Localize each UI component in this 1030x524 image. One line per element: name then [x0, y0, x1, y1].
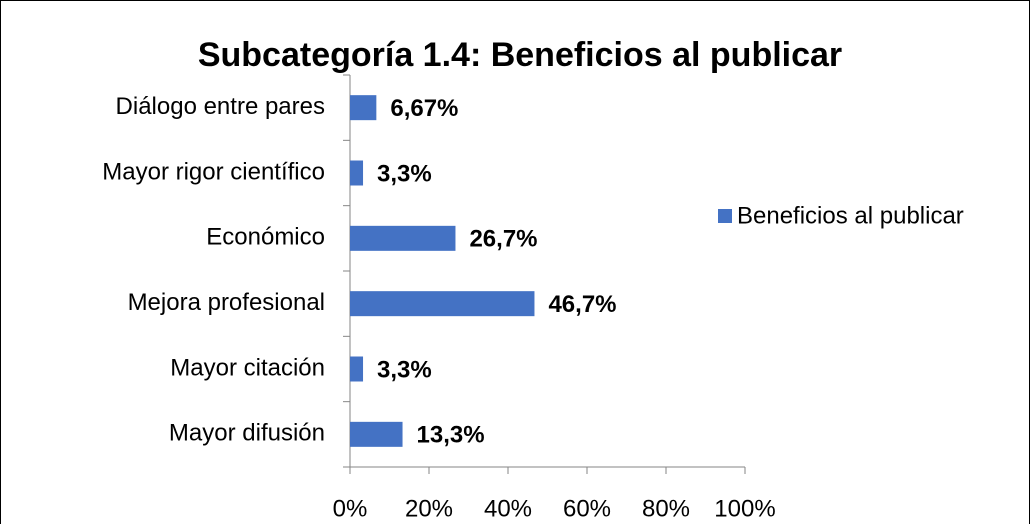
y-tick-label: Mayor rigor científico: [102, 158, 325, 185]
x-tick-label: 0%: [333, 495, 368, 522]
data-label: 46,7%: [548, 291, 616, 318]
chart-title: Subcategoría 1.4: Beneficios al publicar: [198, 36, 842, 74]
x-tick-label: 100%: [714, 495, 775, 522]
x-tick-label: 80%: [642, 495, 690, 522]
bar: [350, 421, 403, 447]
bar: [350, 95, 377, 121]
x-tick-label: 60%: [563, 495, 611, 522]
data-label: 3,3%: [377, 160, 432, 187]
data-label: 26,7%: [469, 226, 537, 253]
bar: [350, 225, 456, 251]
bar: [350, 160, 364, 186]
y-tick-label: Económico: [206, 224, 325, 251]
data-label: 3,3%: [377, 356, 432, 383]
data-label: 13,3%: [417, 422, 485, 449]
legend-swatch: [718, 209, 732, 223]
bar: [350, 291, 535, 317]
y-tick-label: Mayor citación: [170, 354, 325, 381]
legend-label: Beneficios al publicar: [737, 202, 964, 229]
x-tick-label: 20%: [405, 495, 453, 522]
y-tick-label: Diálogo entre pares: [116, 93, 325, 120]
y-tick-label: Mejora profesional: [128, 289, 325, 316]
y-tick-label: Mayor difusión: [169, 420, 325, 447]
bar: [350, 356, 364, 382]
data-label: 6,67%: [390, 95, 458, 122]
x-tick-label: 40%: [484, 495, 532, 522]
